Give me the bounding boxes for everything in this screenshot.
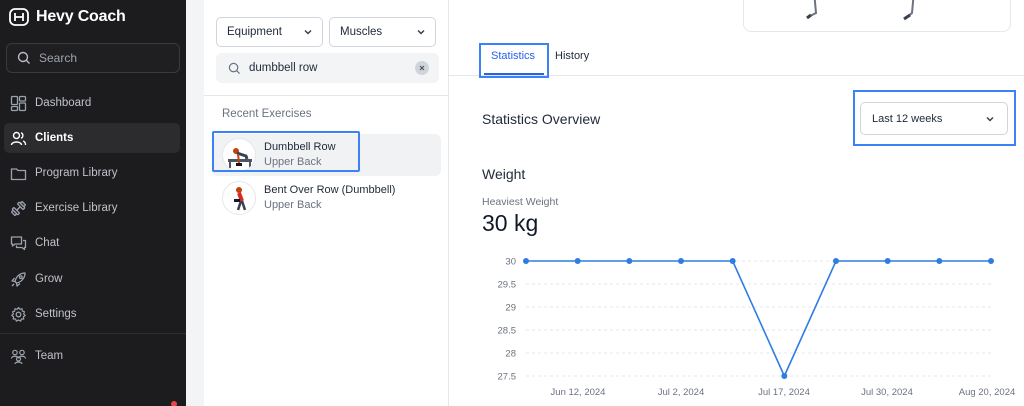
y-tick-label: 29 [505,303,516,314]
exercise-thumbnail [222,138,256,172]
equipment-filter-label: Equipment [227,26,282,38]
sidebar-item-grow[interactable]: Grow [4,264,180,294]
muscles-filter[interactable]: Muscles [329,17,436,47]
sidebar-item-label: Grow [35,273,63,285]
weight-series-line [526,260,991,378]
sidebar-item-label: Chat [35,237,60,249]
data-point [833,258,839,264]
tab-history[interactable]: History [555,50,590,62]
x-tick-label: Jul 2, 2024 [658,387,704,398]
exercise-item-dumbbell-row[interactable]: Dumbbell Row Upper Back [212,134,441,176]
chat-icon [10,235,27,250]
folder-icon [10,167,27,180]
y-tick-label: 30 [505,257,516,268]
users-icon [10,131,27,145]
tab-highlight [479,43,549,78]
active-tab-indicator [484,73,544,75]
sidebar-item-team[interactable]: Team [4,341,180,371]
heaviest-weight-value: 30 kg [482,210,539,236]
notification-dot [171,401,177,406]
search-icon [228,62,241,74]
x-tick-label: Jul 30, 2024 [861,387,913,398]
sidebar-item-dashboard[interactable]: Dashboard [4,88,180,118]
exercise-image [806,0,915,21]
chevron-down-icon [304,29,312,35]
exercise-detail: Statistics History Statistics Overview L… [449,0,1024,406]
equipment-filter[interactable]: Equipment [216,17,323,47]
sidebar-item-clients[interactable]: Clients [4,123,180,153]
x-tick-label: Aug 20, 2024 [959,387,1016,398]
x-tick-label: Jun 12, 2024 [551,387,606,398]
range-select-highlight [853,90,1016,146]
exercise-illustration [234,187,247,211]
dumbbell-icon [11,200,26,216]
brand[interactable]: Hevy Coach [8,6,126,28]
statistics-overview-title: Statistics Overview [482,111,601,127]
weight-section-title: Weight [482,166,526,182]
exercise-search[interactable] [216,53,439,83]
data-point [988,258,994,264]
sidebar-item-label: Program Library [35,167,118,179]
tab-statistics[interactable]: Statistics [491,50,536,62]
exercise-name: Bent Over Row (Dumbbell) [264,184,396,196]
sidebar-item-label: Dashboard [35,97,92,109]
data-point [781,373,788,379]
search-icon [17,51,30,64]
sidebar-item-label: Team [35,350,64,362]
chevron-down-icon [417,29,425,35]
data-point [626,258,633,264]
clear-search-button[interactable] [415,61,429,75]
data-point [729,258,736,264]
exercise-search-input[interactable] [249,62,407,74]
sidebar-item-exercise-library[interactable]: Exercise Library [4,193,180,223]
heaviest-weight-label: Heaviest Weight [482,196,559,208]
panel-gutter [186,0,204,406]
sidebar-item-label: Clients [35,132,74,144]
team-icon [10,349,27,364]
sidebar: Hevy Coach Dashboard Clients Program Lib… [0,0,186,406]
data-point [884,258,891,264]
detail-tabs: Statistics History [449,40,1024,78]
time-range-select[interactable]: Last 12 weeks [860,102,1008,135]
y-tick-label: 28.5 [498,326,517,337]
exercise-panel: Equipment Muscles Recent Exercises [204,0,449,406]
exercise-muscle: Upper Back [264,156,322,168]
time-range-label: Last 12 weeks [872,112,943,125]
exercise-info: Dumbbell Row Upper Back [264,140,336,170]
y-tick-label: 27.5 [498,372,517,383]
sidebar-item-settings[interactable]: Settings [4,299,180,329]
sidebar-item-label: Exercise Library [35,202,118,214]
data-point [574,258,581,264]
hevy-logo-icon [9,8,29,26]
data-point [678,258,684,264]
y-tick-label: 29.5 [498,280,517,291]
sidebar-search-input[interactable] [39,51,169,65]
brand-name: Hevy Coach [36,8,126,25]
sidebar-item-program-library[interactable]: Program Library [4,158,180,188]
data-point [523,258,529,264]
data-point [936,258,943,264]
x-tick-label: Jul 17, 2024 [758,387,810,398]
recent-exercises-heading: Recent Exercises [222,108,312,120]
dashboard-icon [10,95,27,111]
exercise-info: Bent Over Row (Dumbbell) Upper Back [264,183,395,213]
sidebar-item-label: Settings [35,308,77,320]
chevron-down-icon [986,116,994,122]
exercise-illustration [228,148,252,168]
exercise-thumbnail [222,181,256,215]
sidebar-item-chat[interactable]: Chat [4,228,180,258]
exercise-item-bent-over-row[interactable]: Bent Over Row (Dumbbell) Upper Back [212,177,441,219]
rocket-icon [11,271,26,287]
sidebar-search[interactable] [6,43,180,73]
close-icon [419,65,425,71]
exercise-name: Dumbbell Row [264,141,336,153]
weight-chart: 30 29.5 29 28.5 28 27.5 Jun 12, 2024 Jul 2, 202… [498,257,1016,399]
muscles-filter-label: Muscles [340,26,383,38]
exercise-muscle: Upper Back [264,199,322,211]
panel-divider [204,95,448,96]
sidebar-divider [0,333,186,334]
exercise-image-card [743,0,1011,32]
y-tick-label: 28 [505,349,516,360]
gear-icon [11,306,26,322]
